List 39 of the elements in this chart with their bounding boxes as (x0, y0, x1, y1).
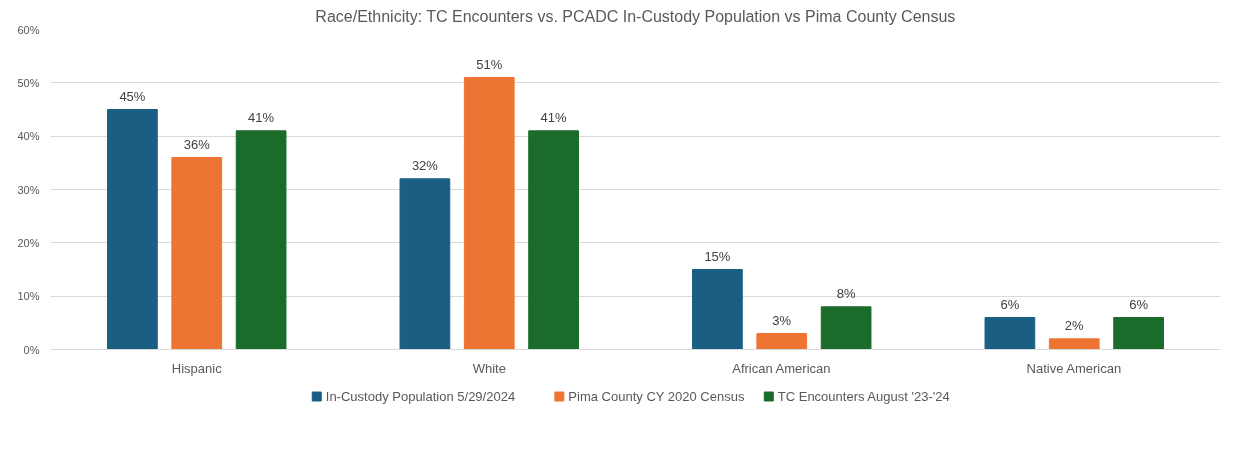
bar (692, 269, 743, 350)
data-label: 2% (1064, 317, 1085, 333)
bar (1113, 317, 1164, 350)
data-label: 41% (540, 109, 568, 125)
x-tick-label: White (472, 360, 506, 376)
y-tick-label: 0% (23, 343, 40, 356)
bar (399, 178, 451, 350)
x-tick-label: African American (732, 360, 831, 376)
data-label: 15% (704, 248, 731, 264)
chart-title: Race/Ethnicity: TC Encounters vs. PCADC In-Custody Population vs Pima County Census (315, 7, 956, 25)
y-tick-label: 50% (17, 76, 40, 89)
legend-label: In-Custody Population 5/29/2024 (325, 389, 516, 404)
bar (820, 306, 872, 350)
data-label: 45% (119, 88, 146, 104)
y-tick-label: 10% (17, 290, 40, 303)
data-label: 36% (183, 136, 211, 152)
data-label: 6% (1000, 296, 1020, 312)
bar (463, 77, 515, 350)
data-label: 32% (411, 157, 439, 173)
y-tick-label: 20% (17, 236, 40, 249)
data-label: 41% (248, 109, 275, 125)
y-tick-label: 60% (17, 23, 40, 36)
y-tick-label: 40% (17, 130, 40, 143)
data-label: 8% (836, 285, 856, 301)
bar (235, 130, 287, 350)
bar (984, 317, 1036, 350)
legend-label: TC Encounters August '23-'24 (777, 389, 950, 404)
bar (756, 333, 808, 350)
y-tick-label: 30% (17, 183, 40, 196)
x-tick-label: Hispanic (171, 360, 223, 376)
bar (528, 130, 579, 350)
x-tick-label: Native American (1026, 360, 1122, 376)
data-label: 6% (1129, 296, 1149, 312)
data-label: 51% (476, 56, 503, 72)
bar (171, 157, 223, 350)
legend-label: Pima County CY 2020 Census (568, 389, 745, 404)
data-label: 3% (772, 312, 792, 328)
bar (1048, 338, 1100, 350)
bar (107, 109, 158, 350)
